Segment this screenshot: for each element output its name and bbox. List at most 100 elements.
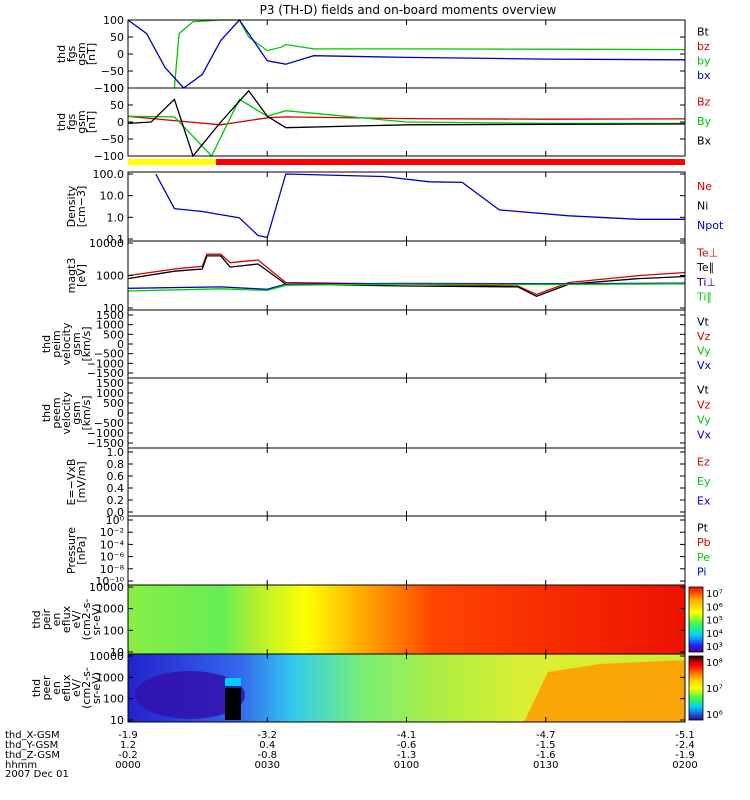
y-tick-label: 0.2: [107, 494, 125, 507]
y-tick-label: 1500: [96, 309, 124, 322]
mode-bar-slow: [128, 159, 216, 165]
series-bx: [127, 89, 686, 158]
y-axis-label: thd: [30, 679, 43, 697]
legend-bz: Bz: [697, 96, 711, 109]
legend-vz: Vz: [697, 330, 711, 343]
y-axis-label: en: [50, 613, 63, 627]
y-axis-label: [cm−3]: [75, 186, 88, 228]
colorbar-tick: 10⁴: [706, 629, 723, 640]
y-tick-label: 10⁻⁶: [100, 551, 125, 564]
y-tick-label: 10: [110, 714, 124, 727]
y-tick-label: 10000: [89, 237, 124, 250]
legend-ex: Ex: [697, 494, 711, 507]
y-axis-label: gsm: [70, 401, 83, 424]
y-axis-label: [nT]: [85, 111, 98, 133]
y-tick-label: 10⁰: [106, 514, 125, 527]
y-tick-label: 1000: [96, 387, 124, 400]
footer-value: -0.6: [397, 740, 417, 751]
y-axis-label: eflux: [60, 605, 73, 633]
y-axis-label: thd: [55, 45, 68, 63]
colorbar-tick: 10³: [706, 642, 723, 653]
y-tick-label: 0: [117, 407, 124, 420]
y-axis-label: [nT]: [85, 43, 98, 65]
y-axis-label: E=−VxB: [65, 459, 78, 506]
y-axis-label: gsm: [70, 332, 83, 355]
legend-te: Te∥: [696, 261, 714, 274]
footer-value: -4.1: [397, 730, 417, 741]
y-tick-label: 10⁻²: [100, 526, 124, 539]
series-by: [173, 19, 686, 89]
panel-frame: [127, 515, 686, 586]
legend-ne: Ne: [697, 180, 712, 193]
y-tick-label: −50: [101, 65, 124, 78]
legend-vy: Vy: [697, 344, 711, 357]
footer-value: -1.5: [536, 740, 556, 751]
y-tick-label: 50: [110, 31, 124, 44]
y-tick-label: 10000: [89, 581, 124, 594]
y-axis-label: peim: [50, 330, 63, 358]
y-axis-label: thd: [40, 404, 53, 422]
footer-date: 2007 Dec 01: [5, 769, 69, 780]
footer-label: thd_X-GSM: [5, 730, 60, 741]
footer-value: 0130: [533, 760, 558, 771]
y-axis-label: [km/s]: [80, 395, 93, 430]
low-flux-region: [135, 671, 245, 719]
y-tick-label: −500: [94, 417, 124, 430]
y-tick-label: 10000: [89, 650, 124, 663]
footer-value: -1.6: [536, 750, 556, 761]
legend-vy: Vy: [697, 414, 711, 427]
panel-thd-peir-en-eflux: 10⁷ 10⁶ 10⁵ 10⁴ 10³ 10000 1000 100 10 thdpeirenef…: [30, 581, 723, 659]
y-axis-label: eV/: [70, 679, 83, 697]
footer-label: thd_Y-GSM: [5, 740, 58, 751]
y-axis-label: en: [50, 681, 63, 695]
legend-bt: Bt: [697, 25, 710, 38]
panel-frame: [127, 447, 686, 517]
y-axis-label: velocity: [60, 322, 73, 365]
y-tick-label: 100: [103, 624, 124, 637]
y-tick-label: 0: [117, 338, 124, 351]
panel-frame: [127, 309, 686, 379]
footer-value: -0.8: [257, 750, 277, 761]
footer-value: 0200: [672, 760, 697, 771]
footer-label: thd_Z-GSM: [5, 750, 60, 761]
panels-layer: 100500−50−100thdfgsgsm[nT]Btbzbybx100500…: [30, 14, 724, 727]
footer-value: -1.9: [118, 730, 138, 741]
footer-value: -5.1: [675, 730, 695, 741]
legend-vt: Vt: [697, 384, 710, 397]
footer-value: -1.9: [675, 750, 695, 761]
y-tick-label: −100: [94, 150, 124, 163]
colorbar-tick: 10⁷: [706, 589, 723, 600]
y-tick-label: 1000: [96, 671, 124, 684]
y-tick-label: −1000: [87, 357, 124, 370]
legend-ti: Ti⊥: [696, 276, 716, 289]
y-axis-label: velocity: [60, 391, 73, 434]
y-axis-label: Pressure: [65, 527, 78, 574]
y-axis-label: sr-eV): [90, 603, 103, 635]
legend-pb: Pb: [697, 536, 711, 549]
footer-value: -4.7: [536, 730, 556, 741]
y-axis-label: thd: [30, 610, 43, 628]
colorbar-tick: 10⁶: [706, 710, 723, 721]
footer-value: -3.2: [257, 730, 277, 741]
y-tick-label: 100: [103, 302, 124, 315]
mode-bar-fast: [216, 159, 685, 165]
panel-e-vxb: 1.00.80.60.40.20.0 E=−VxB[mV/m] Ez Ey Ex: [65, 446, 711, 519]
y-tick-label: 0.8: [107, 458, 125, 471]
y-tick-label: 0.0: [107, 506, 125, 519]
series-bx: [127, 18, 686, 89]
y-tick-label: 1500: [96, 377, 124, 390]
y-tick-label: 10⁻⁸: [100, 563, 125, 576]
colorbar-tick: 10⁸: [706, 658, 723, 669]
y-tick-label: 0.4: [107, 482, 125, 495]
y-tick-label: 100.0: [93, 168, 125, 181]
y-axis-label: sr-eV): [90, 672, 103, 704]
legend-ez: Ez: [697, 456, 710, 469]
legend-npot: Npot: [697, 219, 724, 232]
y-axis-label: [nPa]: [75, 536, 88, 564]
colorbar-9: [688, 655, 704, 721]
footer-value: 0100: [394, 760, 419, 771]
colorbar-tick: 10⁷: [706, 684, 723, 695]
panel-frame: [127, 377, 686, 449]
